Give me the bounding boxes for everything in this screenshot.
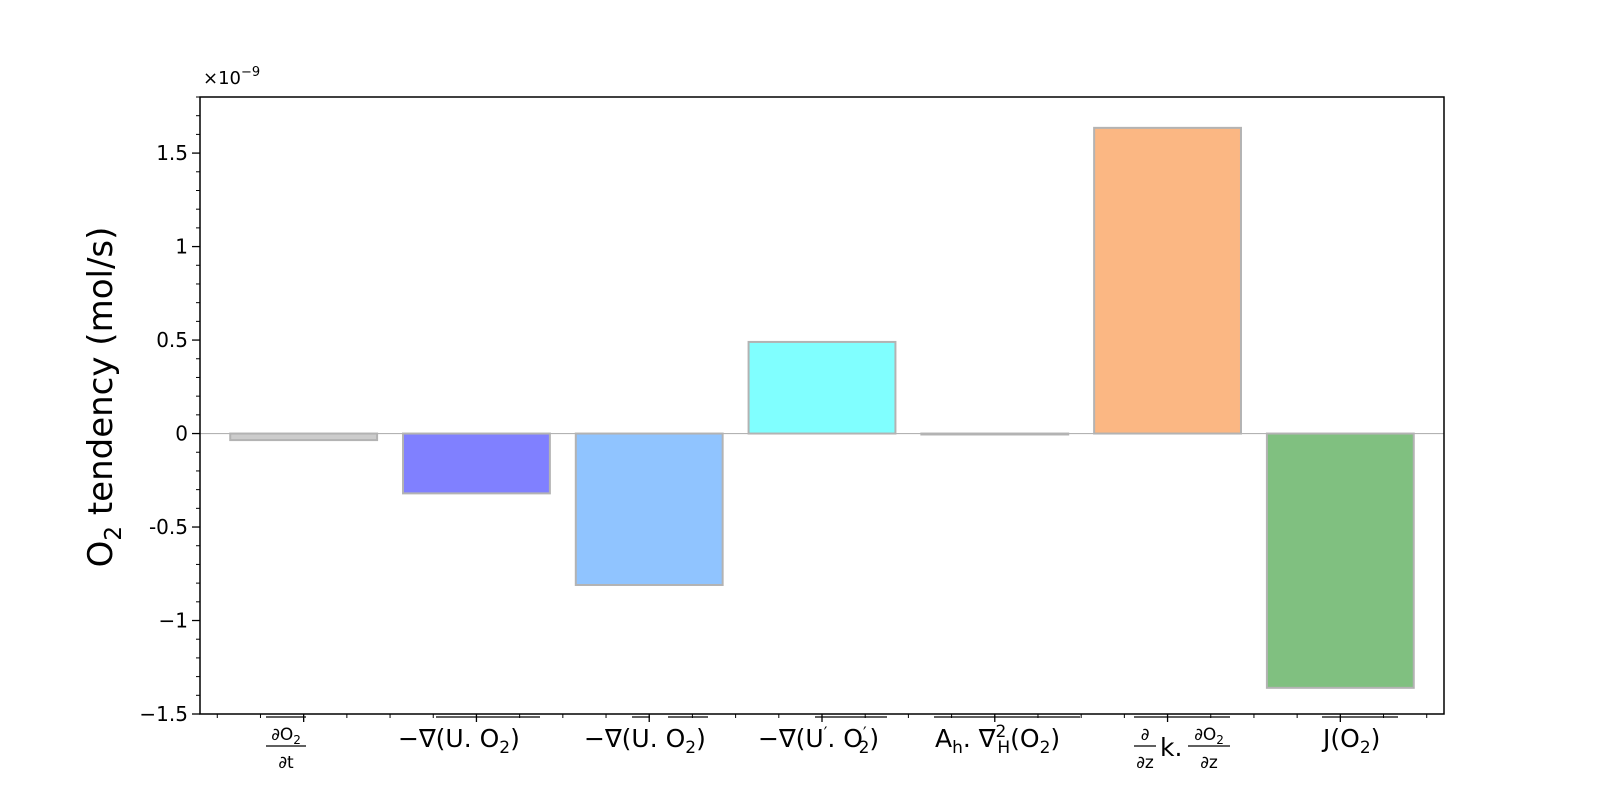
- svg-text:k.: k.: [1160, 733, 1182, 762]
- svg-text:∂t: ∂t: [278, 753, 294, 773]
- bars-group: [229, 126, 1415, 689]
- x-tick-label-div-Uprime-O2prime: −∇(U′. O′ 2): [758, 716, 887, 758]
- x-tick-label-div-U-O2: −∇(U. O2): [398, 716, 540, 758]
- svg-text:∂z: ∂z: [1200, 753, 1218, 773]
- bar-1: [229, 432, 379, 442]
- y-tick-label: 0: [175, 422, 188, 446]
- y-axis-ticks: −1.5 −1 -0.5 0 0.5 1 1.5: [139, 96, 200, 726]
- svg-text:Ah. ∇2H(O2): Ah. ∇2 H(O2): [935, 722, 1060, 758]
- y-tick-label: −1.5: [139, 702, 188, 726]
- x-tick-label-horizontal-diffusion: Ah. ∇2 H(O2): [934, 716, 1080, 758]
- y-tick-label: 1.5: [156, 141, 188, 165]
- y-tick-label: 0.5: [156, 328, 188, 352]
- x-tick-label-vertical-diffusion: ∂ ∂z k. ∂O2 ∂z: [1134, 716, 1230, 773]
- svg-text:J(O2): J(O2): [1321, 724, 1380, 758]
- y-offset-text: ×10−9: [203, 65, 260, 89]
- x-tick-label-J-O2: J(O2): [1321, 716, 1398, 758]
- svg-text:∂: ∂: [1141, 725, 1150, 745]
- svg-text:−∇(U. O2): −∇(U. O2): [584, 724, 706, 758]
- svg-text:∂O2: ∂O2: [271, 725, 301, 747]
- svg-text:−∇(U′. O′2): −∇(U′. O′ 2): [758, 723, 879, 758]
- y-axis-label: O2 tendency (mol/s): [81, 227, 127, 568]
- bar-3: [574, 432, 724, 586]
- bar-7: [1265, 432, 1415, 689]
- x-tick-label-dO2-dt: ∂O2 ∂t: [266, 716, 306, 773]
- bar-4: [747, 340, 897, 435]
- y-tick-label: 1: [175, 235, 188, 259]
- svg-text:∂O2: ∂O2: [1194, 725, 1224, 747]
- svg-text:∂z: ∂z: [1136, 753, 1154, 773]
- bar-2: [402, 432, 551, 495]
- y-tick-label: −1: [159, 609, 188, 633]
- bar-6: [1093, 126, 1242, 435]
- x-tick-label-div-Ubar-O2bar: −∇(U. O2): [584, 716, 708, 758]
- x-axis-ticks: [216, 714, 1428, 722]
- y-tick-label: -0.5: [149, 515, 188, 539]
- svg-text:−∇(U. O2): −∇(U. O2): [398, 724, 520, 758]
